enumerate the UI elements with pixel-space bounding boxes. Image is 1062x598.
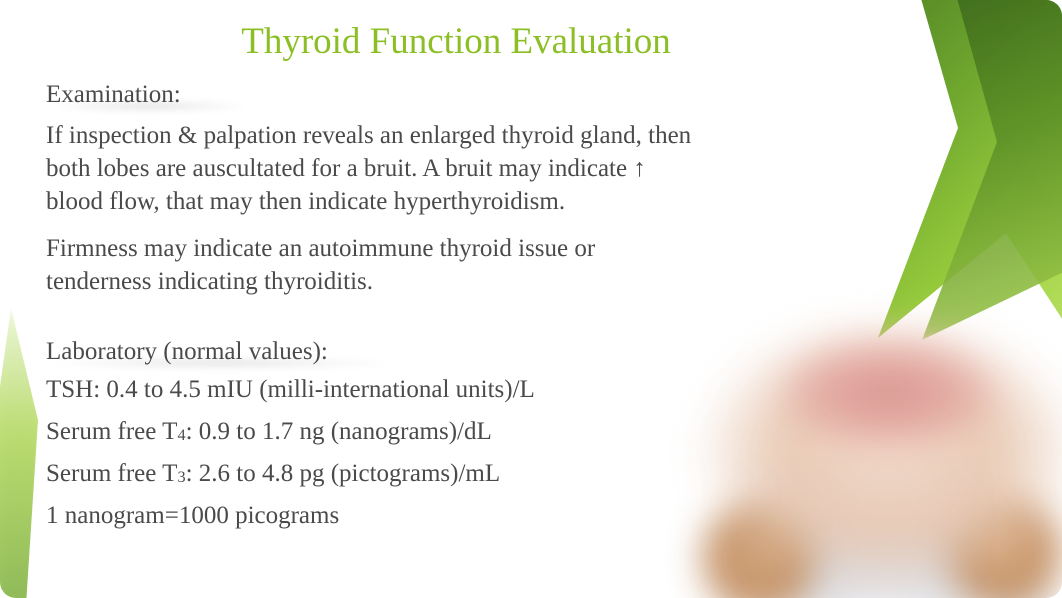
section-laboratory-label: Laboratory (normal values): bbox=[46, 338, 328, 366]
lab-t3-sub: 3 bbox=[177, 468, 185, 486]
spacer bbox=[46, 312, 700, 338]
slide: Thyroid Function Evaluation Examination:… bbox=[0, 0, 1062, 598]
section-examination-label: Examination: bbox=[46, 81, 181, 109]
lab-note: 1 nanogram=1000 picograms bbox=[46, 502, 700, 530]
content-area: Thyroid Function Evaluation Examination:… bbox=[0, 0, 760, 530]
lab-t4-prefix: Serum free T bbox=[46, 418, 177, 445]
lab-t4-suffix: : 0.9 to 1.7 ng (nanograms)/dL bbox=[186, 418, 492, 445]
examination-paragraph-2: Firmness may indicate an autoimmune thyr… bbox=[46, 232, 700, 298]
lab-tsh: TSH: 0.4 to 4.5 mIU (milli-international… bbox=[46, 376, 700, 404]
page-title: Thyroid Function Evaluation bbox=[46, 20, 866, 63]
lab-t4: Serum free T4: 0.9 to 1.7 ng (nanograms)… bbox=[46, 418, 700, 446]
lab-t3: Serum free T3: 2.6 to 4.8 pg (pictograms… bbox=[46, 460, 700, 488]
lab-t3-suffix: : 2.6 to 4.8 pg (pictograms)/mL bbox=[186, 460, 501, 487]
examination-paragraph-1: If inspection & palpation reveals an enl… bbox=[46, 119, 700, 218]
photo-pattern bbox=[732, 458, 992, 578]
lab-t4-sub: 4 bbox=[177, 426, 185, 444]
lab-t3-prefix: Serum free T bbox=[46, 460, 177, 487]
